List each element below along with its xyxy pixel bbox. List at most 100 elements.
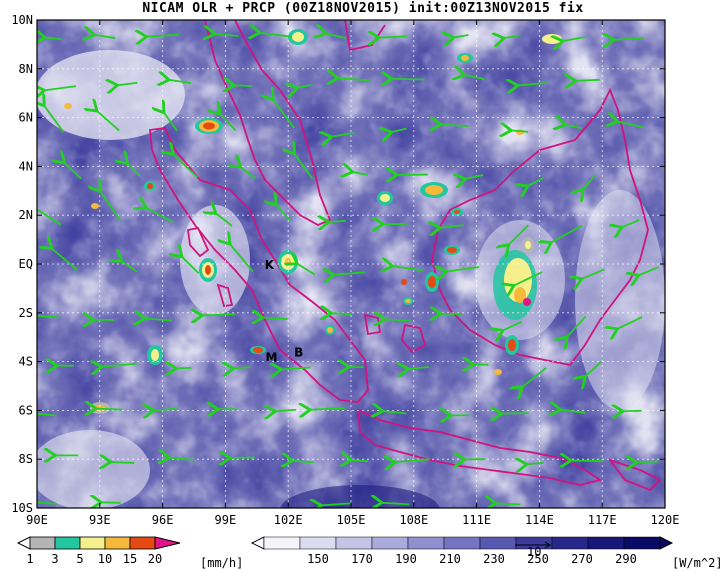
wind-arrow bbox=[96, 409, 122, 410]
wind-arrow bbox=[334, 272, 365, 274]
olr-colorbar-left-triangle bbox=[250, 536, 265, 550]
wind-arrow bbox=[216, 213, 233, 227]
precip-colorbar-left-triangle bbox=[16, 536, 31, 550]
wind-arrow bbox=[164, 113, 178, 132]
wind-arrow bbox=[385, 319, 411, 320]
wind-arrow bbox=[551, 224, 583, 242]
olr-colorbar-segment bbox=[335, 536, 373, 550]
y-tick-label: 2S bbox=[19, 306, 33, 320]
wind-arrow bbox=[392, 128, 407, 132]
cloud-region-s bbox=[280, 485, 440, 508]
olr-colorbar-label: 250 bbox=[527, 552, 549, 566]
y-tick-label: 6S bbox=[19, 403, 33, 417]
olr-colorbar-segment bbox=[299, 536, 337, 550]
precip-unit: [mm/h] bbox=[200, 556, 243, 570]
y-tick-label: 10S bbox=[11, 501, 33, 515]
wind-arrow bbox=[528, 176, 545, 186]
x-tick-label: 99E bbox=[215, 513, 237, 527]
wind-arrow bbox=[220, 114, 237, 131]
x-tick-label: 111E bbox=[462, 513, 491, 527]
place-mark-k: K bbox=[265, 258, 275, 272]
wind-arrow bbox=[504, 35, 520, 38]
wind-arrow bbox=[44, 86, 77, 90]
wind-arrow bbox=[102, 364, 137, 367]
wind-arrow bbox=[571, 460, 604, 461]
precip-colorbar-segment bbox=[104, 536, 131, 550]
precip-colorbar-right-triangle bbox=[154, 536, 181, 550]
precip-colorbar-label: 15 bbox=[123, 552, 137, 566]
precip-cell-25 bbox=[401, 279, 407, 285]
wind-arrow bbox=[514, 271, 543, 285]
wind-arrow bbox=[260, 33, 292, 37]
wind-arrow bbox=[233, 367, 250, 368]
olr-colorbar-segment bbox=[371, 536, 409, 550]
precip-cell-1 bbox=[195, 118, 223, 134]
wind-arrow bbox=[522, 367, 547, 387]
wind-reference-label: 10 bbox=[527, 545, 541, 559]
olr-colorbar-label: 230 bbox=[483, 552, 505, 566]
wind-arrow bbox=[37, 412, 56, 417]
wind-vectors bbox=[37, 33, 659, 506]
wind-arrow bbox=[202, 314, 236, 315]
olr-colorbar-segment bbox=[443, 536, 481, 550]
cloud-region-ne bbox=[575, 190, 665, 410]
wind-arrow bbox=[146, 208, 174, 223]
wind-arrow bbox=[297, 85, 313, 88]
precip-cell-4 bbox=[250, 346, 266, 354]
wind-arrow bbox=[383, 411, 407, 413]
y-tick-label: 2N bbox=[19, 208, 33, 222]
precip-cell-21 bbox=[64, 103, 72, 109]
precip-colorbar-label: 10 bbox=[98, 552, 112, 566]
precip-cell-17 bbox=[325, 325, 335, 335]
precip-cell-24 bbox=[494, 369, 502, 375]
precip-cell-11 bbox=[425, 272, 439, 292]
precip-colorbar-label: 1 bbox=[26, 552, 33, 566]
wind-arrow bbox=[466, 175, 484, 179]
wind-arrow bbox=[241, 167, 256, 180]
malay-peninsula-coast bbox=[204, 20, 332, 226]
wind-arrow bbox=[639, 266, 659, 275]
wind-arrow bbox=[275, 410, 297, 412]
precip-cell-2 bbox=[199, 258, 217, 282]
olr-colorbar-segment bbox=[263, 536, 301, 550]
wind-arrow bbox=[122, 261, 138, 273]
wind-arrow bbox=[293, 461, 314, 463]
cloud-region-sumatra bbox=[180, 205, 250, 315]
place-mark-m: M bbox=[265, 351, 277, 365]
wind-arrow bbox=[111, 462, 135, 463]
wind-reference: 10 bbox=[515, 541, 551, 559]
cloud-region-sw bbox=[37, 430, 150, 508]
x-tick-label: 108E bbox=[399, 513, 428, 527]
x-tick-label: 105E bbox=[337, 513, 366, 527]
wind-arrow bbox=[127, 163, 141, 177]
wind-arrow bbox=[509, 224, 529, 245]
java-coast bbox=[356, 408, 603, 486]
precip-cell-14 bbox=[377, 191, 393, 205]
wind-arrow bbox=[273, 100, 295, 129]
wind-arrow bbox=[496, 503, 521, 504]
wind-arrow bbox=[511, 130, 529, 131]
y-tick-label: 4N bbox=[19, 159, 33, 173]
x-tick-label: 102E bbox=[274, 513, 303, 527]
olr-colorbar: 150 170 190 210 230 250 270 290 bbox=[250, 536, 674, 566]
wind-arrow bbox=[561, 410, 586, 413]
wind-arrow bbox=[567, 315, 587, 337]
precip-cell-18 bbox=[451, 208, 463, 216]
precip-cell-13 bbox=[420, 182, 448, 198]
precip-cell-23 bbox=[403, 297, 413, 305]
olr-colorbar-label: 290 bbox=[615, 552, 637, 566]
olr-colorbar-segment bbox=[587, 536, 625, 550]
wind-arrow bbox=[518, 83, 547, 86]
wind-arrow bbox=[44, 106, 65, 133]
wind-arrow bbox=[352, 460, 369, 461]
y-tick-label: EQ bbox=[19, 257, 33, 271]
y-tick-label: 8S bbox=[19, 452, 33, 466]
olr-colorbar-label: 190 bbox=[395, 552, 417, 566]
olr-colorbar-right-triangle bbox=[659, 536, 674, 550]
place-marks: K M B bbox=[265, 258, 304, 365]
wind-arrow bbox=[215, 34, 239, 36]
wind-arrow bbox=[37, 314, 59, 319]
y-tick-label: 4S bbox=[19, 355, 33, 369]
olr-colorbar-segment bbox=[407, 536, 445, 550]
olr-colorbar-label: 170 bbox=[351, 552, 373, 566]
